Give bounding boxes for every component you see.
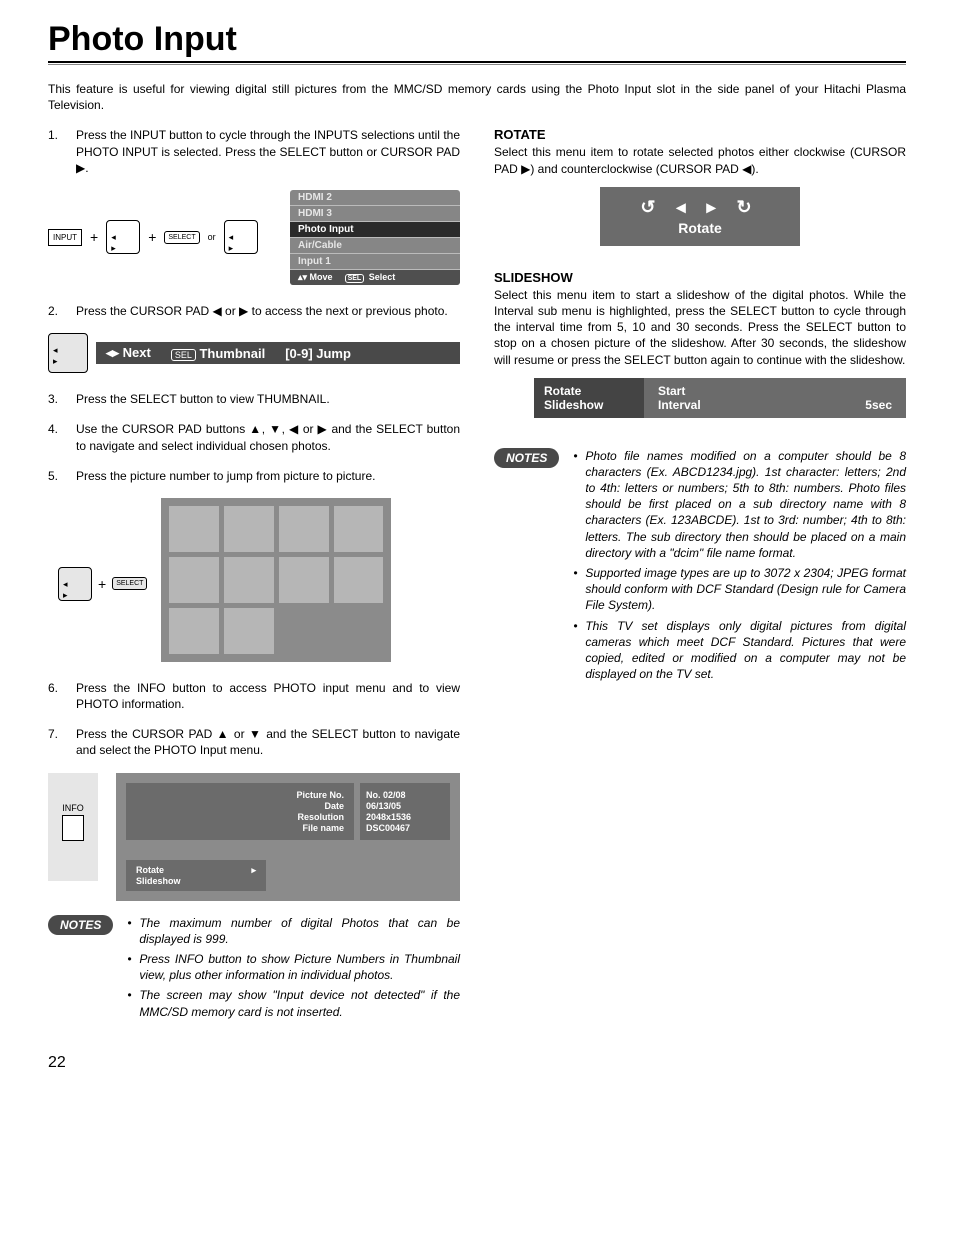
cursor-pad-icon [224, 220, 258, 254]
thumbnail-cell [169, 608, 219, 654]
info-button-label: INFO [62, 803, 84, 813]
rotate-heading: ROTATE [494, 127, 906, 142]
thumbnail-cell [334, 557, 384, 603]
intro-text: This feature is useful for viewing digit… [48, 81, 906, 113]
input-menu: HDMI 2 HDMI 3 Photo Input Air/Cable Inpu… [290, 190, 460, 285]
thumbnail-cell [279, 506, 329, 552]
step-3: 3.Press the SELECT button to view THUMBN… [48, 391, 460, 407]
select-button: SELECT [164, 231, 199, 244]
notes-right: NOTES Photo file names modified on a com… [494, 448, 906, 687]
step-5: 5.Press the picture number to jump from … [48, 468, 460, 484]
info-labels: Picture No. Date Resolution File name [126, 783, 354, 840]
notes-left: NOTES The maximum number of digital Phot… [48, 915, 460, 1024]
note-item: The screen may show "Input device not de… [127, 987, 460, 1019]
title-rule [48, 61, 906, 65]
nav-thumbnail: SEL Thumbnail [171, 346, 265, 361]
cursor-pad-icon [58, 567, 92, 601]
thumbnail-cell [169, 557, 219, 603]
menu-footer: ▴▾ Move SEL Select [290, 270, 460, 285]
slideshow-right-values: Start Interval 5sec [644, 378, 906, 418]
info-submenu: Rotate▸ Slideshow [126, 860, 266, 891]
photo-info-panel: INFO Picture No. Date Resolution File na… [48, 773, 460, 901]
step-7: 7.Press the CURSOR PAD ▲ or ▼ and the SE… [48, 726, 460, 758]
rotate-desc: Select this menu item to rotate selected… [494, 144, 906, 176]
thumbnail-cell [169, 506, 219, 552]
notes-badge: NOTES [494, 448, 559, 468]
rotate-label: Rotate [630, 220, 770, 236]
info-values: No. 02/08 06/13/05 2048x1536 DSC00467 [360, 783, 450, 840]
menu-item: HDMI 3 [290, 206, 460, 222]
cursor-pad-icon [106, 220, 140, 254]
menu-item-selected: Photo Input [290, 222, 460, 238]
nav-bar: ◂▸ Next SEL Thumbnail [0-9] Jump [96, 342, 460, 364]
rotate-indicator: ↺ ◂ ▸ ↻ Rotate [600, 187, 800, 246]
left-column: 1.Press the INPUT button to cycle throug… [48, 127, 460, 1023]
thumbnail-grid [161, 498, 391, 662]
nav-jump: [0-9] Jump [285, 346, 351, 361]
or-text: or [208, 232, 216, 242]
slideshow-heading: SLIDESHOW [494, 270, 906, 285]
menu-item: HDMI 2 [290, 190, 460, 206]
select-button: SELECT [112, 577, 147, 590]
info-button-icon [62, 815, 84, 841]
step-1: 1.Press the INPUT button to cycle throug… [48, 127, 460, 176]
slideshow-submenu: Rotate Slideshow Start Interval 5sec [534, 378, 906, 418]
thumbnail-cell [224, 506, 274, 552]
plus-icon: + [90, 229, 98, 245]
input-button: INPUT [48, 229, 82, 246]
page-number: 22 [48, 1054, 906, 1072]
menu-item: Air/Cable [290, 238, 460, 254]
right-column: ROTATE Select this menu item to rotate s… [494, 127, 906, 1023]
cursor-pad-icon [48, 333, 88, 373]
thumbnail-cell [334, 506, 384, 552]
thumbnail-cell [279, 557, 329, 603]
step-6: 6.Press the INFO button to access PHOTO … [48, 680, 460, 712]
note-item: Photo file names modified on a computer … [573, 448, 906, 561]
slideshow-desc: Select this menu item to start a slidesh… [494, 287, 906, 368]
thumbnail-grid-diagram: + SELECT [58, 498, 460, 662]
thumbnail-cell [224, 608, 274, 654]
plus-icon: + [98, 576, 106, 592]
menu-item: Input 1 [290, 254, 460, 270]
slideshow-left-labels: Rotate Slideshow [534, 378, 644, 418]
note-item: The maximum number of digital Photos tha… [127, 915, 460, 947]
page-title: Photo Input [48, 20, 906, 59]
info-display: Picture No. Date Resolution File name No… [116, 773, 460, 901]
note-item: This TV set displays only digital pictur… [573, 618, 906, 683]
note-item: Press INFO button to show Picture Number… [127, 951, 460, 983]
step-2: 2.Press the CURSOR PAD ◀ or ▶ to access … [48, 303, 460, 319]
notes-badge: NOTES [48, 915, 113, 935]
nav-next: ◂▸ Next [106, 345, 151, 361]
input-selection-diagram: INPUT + + SELECT or HDMI 2 HDMI 3 Photo … [48, 190, 460, 285]
note-item: Supported image types are up to 3072 x 2… [573, 565, 906, 614]
plus-icon: + [148, 229, 156, 245]
photo-navigation-bar: ◂▸ Next SEL Thumbnail [0-9] Jump [48, 333, 460, 373]
rotate-icons: ↺ ◂ ▸ ↻ [630, 197, 770, 218]
step-4: 4.Use the CURSOR PAD buttons ▲, ▼, ◀ or … [48, 421, 460, 453]
thumbnail-cell [224, 557, 274, 603]
